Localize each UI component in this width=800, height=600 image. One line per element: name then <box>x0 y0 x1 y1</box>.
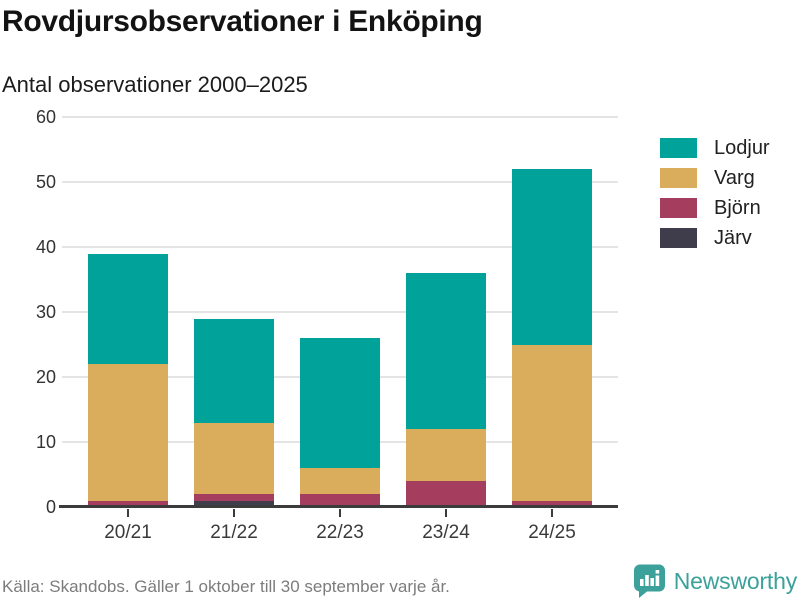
bar-segment-lodjur-23-24 <box>406 273 486 429</box>
bar-segment-lodjur-21-22 <box>194 318 274 423</box>
x-tick-mark <box>127 509 129 517</box>
legend-item-björn: Björn <box>660 196 770 219</box>
x-category-23-24: 23/24 <box>406 509 486 544</box>
y-tick-label-0: 0 <box>45 497 56 517</box>
x-category-21-22: 21/22 <box>194 509 274 544</box>
bar-segment-järv-21-22 <box>194 500 274 507</box>
bar-segment-björn-20-21 <box>88 500 168 507</box>
x-tick-mark <box>445 509 447 517</box>
bar-segment-björn-21-22 <box>194 494 274 501</box>
x-tick-mark <box>551 509 553 517</box>
legend-label: Björn <box>714 196 761 219</box>
legend-item-lodjur: Lodjur <box>660 136 770 159</box>
stacked-bar-23-24 <box>406 273 486 507</box>
y-tick-label-30: 30 <box>35 302 56 322</box>
legend-swatch-varg <box>660 168 697 188</box>
bar-segment-varg-23-24 <box>406 429 486 481</box>
stacked-bar-20-21 <box>88 253 168 507</box>
legend-swatch-lodjur <box>660 138 697 158</box>
stacked-bar-24-25 <box>512 169 592 507</box>
x-category-22-23: 22/23 <box>300 509 380 544</box>
y-axis-labels: 0 10 20 30 40 50 60 <box>18 107 56 517</box>
legend: Lodjur Varg Björn Järv <box>660 136 770 249</box>
page-title: Rovdjursobservationer i Enköping <box>2 5 483 38</box>
bar-segment-varg-24-25 <box>512 344 592 501</box>
x-axis-labels: 20/21 21/22 22/23 23/24 24/25 <box>62 509 618 544</box>
bar-segment-lodjur-24-25 <box>512 169 592 345</box>
legend-label: Lodjur <box>714 136 770 159</box>
legend-swatch-björn <box>660 198 697 218</box>
stacked-bar-21-22 <box>194 318 274 507</box>
bar-segment-lodjur-22-23 <box>300 338 380 468</box>
brand-name: Newsworthy <box>673 567 797 594</box>
legend-item-järv: Järv <box>660 226 770 249</box>
chart-subtitle: Antal observationer 2000–2025 <box>2 72 308 97</box>
stacked-bar-22-23 <box>300 338 380 507</box>
gridline-50 <box>62 181 618 183</box>
y-tick-label-60: 60 <box>35 107 56 127</box>
bars-layer <box>62 117 618 507</box>
x-tick-mark <box>339 509 341 517</box>
bar-segment-björn-24-25 <box>512 500 592 507</box>
gridline-40 <box>62 246 618 248</box>
plot-area <box>59 116 618 508</box>
x-tick-label: 23/24 <box>422 522 470 543</box>
brand-logo: Newsworthy <box>633 564 797 598</box>
bar-segment-björn-23-24 <box>406 481 486 507</box>
x-category-24-25: 24/25 <box>512 509 592 544</box>
x-tick-label: 22/23 <box>316 522 364 543</box>
gridline-60 <box>62 116 618 118</box>
legend-item-varg: Varg <box>660 166 770 189</box>
gridline-30 <box>62 311 618 313</box>
legend-label: Varg <box>714 166 755 189</box>
y-tick-label-10: 10 <box>35 432 56 452</box>
bar-segment-varg-22-23 <box>300 468 380 494</box>
bar-segment-björn-22-23 <box>300 494 380 507</box>
x-tick-label: 21/22 <box>210 522 258 543</box>
bar-segment-lodjur-20-21 <box>88 253 168 364</box>
speech-bubble-bar-chart-icon <box>633 564 665 598</box>
x-axis-line <box>59 505 618 508</box>
x-tick-label: 24/25 <box>528 522 576 543</box>
bar-segment-varg-21-22 <box>194 422 274 494</box>
y-tick-label-20: 20 <box>35 367 56 387</box>
y-tick-label-40: 40 <box>35 237 56 257</box>
x-tick-label: 20/21 <box>104 522 152 543</box>
y-tick-label-50: 50 <box>35 172 56 192</box>
x-tick-mark <box>233 509 235 517</box>
source-note: Källa: Skandobs. Gäller 1 oktober till 3… <box>2 577 450 596</box>
legend-swatch-järv <box>660 228 697 248</box>
bar-segment-varg-20-21 <box>88 364 168 501</box>
x-category-20-21: 20/21 <box>88 509 168 544</box>
legend-label: Järv <box>714 226 752 249</box>
